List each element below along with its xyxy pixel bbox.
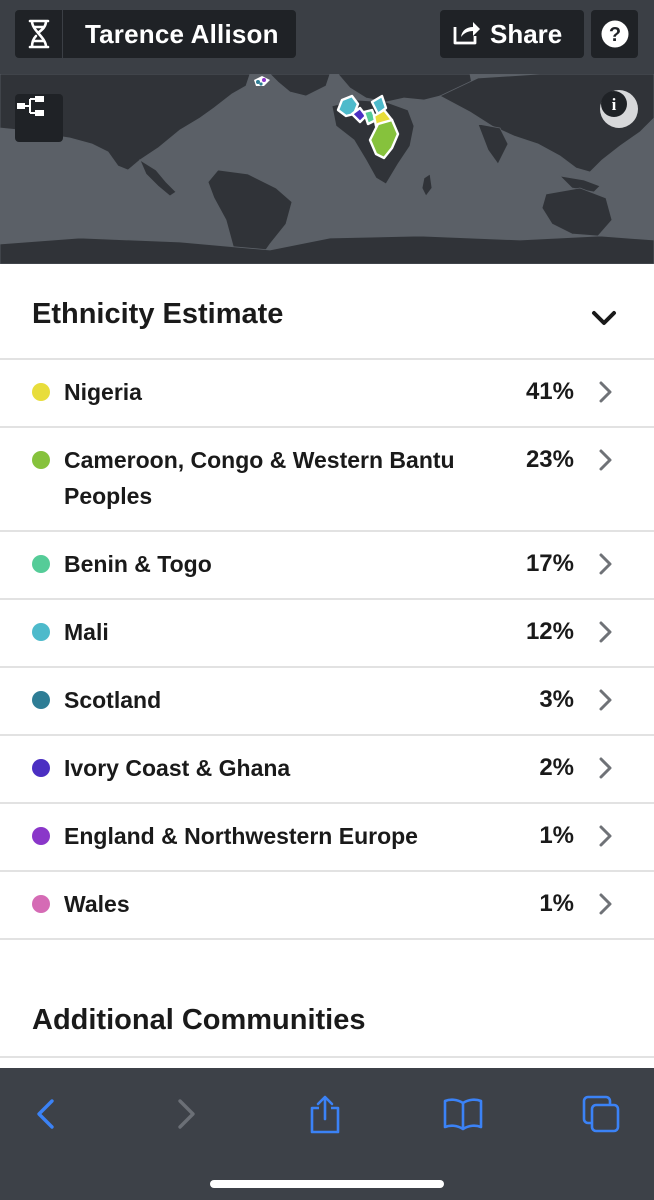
ethnicity-row[interactable]: Cameroon, Congo & Western Bantu Peoples 2…	[0, 428, 654, 532]
divider	[0, 1056, 654, 1058]
region-label: Nigeria	[64, 379, 142, 405]
ethnicity-row[interactable]: Scotland 3%	[0, 668, 654, 736]
forward-button[interactable]	[162, 1090, 210, 1138]
chevron-right-icon	[599, 689, 612, 711]
ethnicity-title: Ethnicity Estimate	[32, 298, 284, 330]
share-label: Share	[490, 18, 563, 49]
region-color-dot	[32, 691, 50, 709]
region-percent: 41%	[525, 378, 574, 405]
region-color-dot	[32, 895, 50, 913]
bookmarks-icon	[443, 1098, 483, 1131]
info-glyph: i	[612, 95, 617, 114]
region-label: Ivory Coast & Ghana	[64, 755, 291, 781]
chevron-down-icon[interactable]	[588, 302, 620, 334]
ethnicity-row[interactable]: Mali 12%	[0, 600, 654, 668]
chevron-right-icon	[599, 893, 612, 915]
region-color-dot	[32, 451, 50, 469]
bookmarks-button[interactable]	[439, 1090, 487, 1138]
ethnicity-row[interactable]: Ivory Coast & Ghana 2%	[0, 736, 654, 804]
region-label: Cameroon, Congo & Western Bantu Peoples	[64, 447, 455, 509]
share-icon	[310, 1095, 340, 1134]
region-color-dot	[32, 623, 50, 641]
chevron-right-icon	[599, 757, 612, 779]
home-indicator	[210, 1180, 444, 1188]
region-percent: 17%	[525, 550, 574, 577]
region-percent: 3%	[539, 686, 574, 713]
region-percent: 12%	[525, 618, 574, 645]
tabs-icon	[582, 1095, 620, 1133]
chevron-right-icon	[599, 449, 612, 471]
region-label: Wales	[64, 891, 130, 917]
region-label: England & Northwestern Europe	[64, 823, 418, 849]
top-bar: Tarence Allison Share ?	[0, 0, 654, 74]
tree-view-button[interactable]	[15, 94, 63, 142]
region-color-dot	[32, 827, 50, 845]
map-info-button[interactable]: i	[600, 90, 638, 128]
world-map	[0, 74, 654, 264]
region-color-dot	[32, 555, 50, 573]
chevron-right-icon	[599, 553, 612, 575]
help-icon: ?	[601, 20, 628, 48]
back-icon	[37, 1099, 54, 1129]
additional-communities-title: Additional Communities	[32, 1004, 366, 1036]
region-percent: 1%	[539, 822, 574, 849]
chevron-right-icon	[599, 825, 612, 847]
user-name: Tarence Allison	[85, 18, 279, 49]
dna-logo-icon	[15, 10, 63, 58]
chevron-right-icon	[599, 381, 612, 403]
forward-icon	[178, 1099, 195, 1129]
ethnicity-row[interactable]: England & Northwestern Europe 1%	[0, 804, 654, 872]
region-color-dot	[32, 383, 50, 401]
user-name-button[interactable]: Tarence Allison	[15, 10, 296, 58]
chevron-right-icon	[599, 621, 612, 643]
ethnicity-map[interactable]: i	[0, 74, 654, 264]
ethnicity-section-header[interactable]: Ethnicity Estimate	[0, 264, 654, 360]
share-button[interactable]: Share	[440, 10, 584, 58]
help-glyph: ?	[608, 24, 620, 46]
region-color-dot	[32, 759, 50, 777]
tree-diagram-icon	[17, 96, 44, 116]
share-arrow-icon	[452, 19, 482, 50]
region-percent: 23%	[525, 446, 574, 473]
browser-toolbar	[0, 1068, 654, 1200]
help-button[interactable]: ?	[591, 10, 638, 58]
back-button[interactable]	[22, 1090, 70, 1138]
region-label: Scotland	[64, 687, 162, 713]
ethnicity-row[interactable]: Benin & Togo 17%	[0, 532, 654, 600]
ethnicity-row[interactable]: Nigeria 41%	[0, 360, 654, 428]
region-label: Mali	[64, 619, 109, 645]
region-label: Benin & Togo	[64, 551, 212, 577]
region-percent: 1%	[539, 890, 574, 917]
tabs-button[interactable]	[577, 1090, 625, 1138]
info-icon: i	[601, 91, 627, 117]
region-percent: 2%	[539, 754, 574, 781]
ethnicity-row[interactable]: Wales 1%	[0, 872, 654, 940]
share-page-button[interactable]	[301, 1090, 349, 1138]
